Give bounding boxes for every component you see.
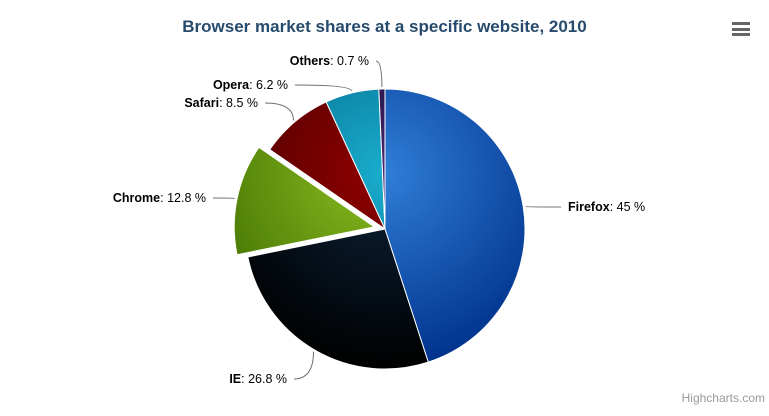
pie-slice-chrome[interactable] xyxy=(233,146,375,256)
pie-slice-others[interactable] xyxy=(378,88,386,230)
data-label-safari: Safari: 8.5 % xyxy=(184,96,258,110)
export-menu-button[interactable] xyxy=(729,19,753,39)
data-labels: Firefox: 45 % IE: 26.8 % Chrome: 12.8 % Saf… xyxy=(113,54,645,386)
data-label-others: Others: 0.7 % xyxy=(290,54,369,68)
label-connector-ie xyxy=(293,351,314,380)
data-label-chrome: Chrome: 12.8 % xyxy=(113,191,206,205)
data-label-firefox: Firefox: 45 % xyxy=(568,200,645,214)
hamburger-menu-icon xyxy=(732,22,750,36)
chart-title: Browser market shares at a specific webs… xyxy=(182,17,587,36)
credits-link[interactable]: Highcharts.com xyxy=(681,391,765,405)
data-label-ie: IE: 26.8 % xyxy=(229,372,287,386)
label-connector-opera xyxy=(294,84,352,92)
pie-slice-firefox[interactable] xyxy=(384,88,526,363)
pie-slice-ie[interactable] xyxy=(247,228,429,370)
label-connector-others xyxy=(375,60,383,88)
pie-slices xyxy=(233,88,526,370)
data-label-opera: Opera: 6.2 % xyxy=(213,78,288,92)
label-connectors xyxy=(212,60,562,380)
label-connector-safari xyxy=(264,102,294,121)
